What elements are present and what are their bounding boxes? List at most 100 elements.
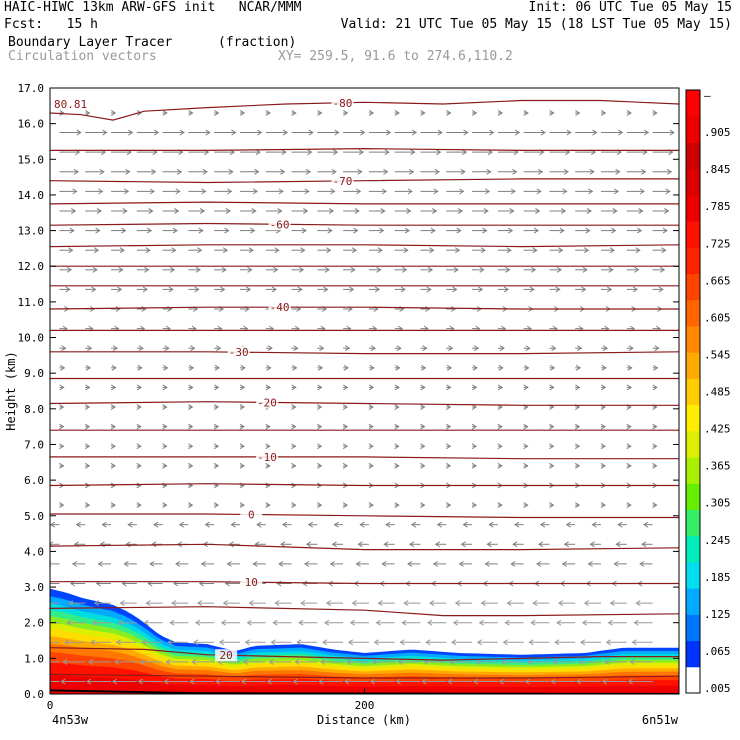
vector-head (239, 384, 246, 391)
vector-arrow (410, 521, 421, 528)
y-tick-label: 7.0 (24, 438, 44, 451)
vector-arrow (50, 602, 60, 604)
vector-head (602, 345, 609, 352)
vector-arrow (317, 227, 333, 234)
vector-arrow (357, 541, 369, 548)
vector-head (639, 188, 645, 195)
y-tick-label: 2.0 (24, 617, 44, 630)
vector-head (215, 678, 221, 685)
vector-head (328, 208, 335, 214)
vector-head (560, 208, 567, 214)
vector-arrow (162, 423, 168, 430)
vector-head (302, 580, 308, 587)
vector-head (420, 404, 426, 410)
vector-head (88, 658, 94, 665)
vector-arrow (136, 423, 142, 430)
vector-arrow (239, 502, 245, 508)
vector-head (497, 502, 503, 508)
vector-arrow (111, 384, 117, 391)
vector-arrow (472, 266, 485, 273)
colorbar-swatch (686, 509, 700, 537)
vector-head (319, 345, 325, 352)
colorbar-swatch (686, 90, 700, 117)
vector-head (239, 110, 246, 116)
vector-arrow (50, 560, 60, 567)
vector-head (368, 502, 374, 508)
vector-arrow (342, 462, 349, 469)
contour-label: -60 (270, 218, 290, 231)
vector-arrow (163, 678, 189, 685)
colorbar-label: .305 (704, 497, 731, 510)
vector-arrow (291, 345, 299, 352)
vector-head (652, 423, 658, 430)
vector-head (626, 443, 632, 450)
vector-head (559, 227, 565, 234)
vector-head (73, 168, 79, 175)
x-tick-label: 200 (355, 699, 375, 712)
vector-head (600, 384, 607, 391)
vector-head (472, 678, 479, 685)
vector-arrow (214, 208, 231, 214)
vector-arrow (626, 502, 632, 508)
vector-head (453, 266, 459, 273)
vector-arrow (368, 384, 375, 391)
max-value-label: 80.81 (54, 98, 87, 111)
vector-head (588, 188, 594, 195)
vector-head (448, 345, 454, 352)
vector-head (472, 384, 478, 391)
vector-head (149, 188, 155, 195)
vector-arrow (89, 639, 112, 646)
vector-head (549, 443, 555, 450)
y-tick-label: 6.0 (24, 474, 44, 487)
vector-head (333, 149, 339, 156)
vector-arrow (420, 443, 426, 450)
valid-time: Valid: 21 UTC Tue 05 May 15 (18 LST Tue … (340, 17, 732, 32)
vector-head (291, 482, 297, 489)
vector-arrow (93, 600, 112, 607)
vector-head (213, 502, 220, 508)
vector-arrow (478, 619, 498, 626)
vector-head (303, 560, 310, 567)
vector-arrow (420, 227, 436, 234)
contour-line (50, 647, 679, 661)
vector-arrow (480, 600, 498, 607)
vector-arrow (265, 129, 289, 136)
vector-arrow (305, 541, 318, 548)
vector-arrow (565, 521, 576, 528)
vector-head (343, 364, 349, 371)
colorbar-label: .365 (704, 460, 731, 473)
vector-head (420, 443, 426, 450)
vector-arrow (343, 188, 362, 195)
vector-arrow (291, 364, 298, 371)
contour-line (50, 606, 679, 617)
vector-arrow (497, 247, 512, 254)
vector-head (420, 502, 426, 508)
contour-label-bg (227, 346, 250, 359)
vector-head (300, 247, 306, 254)
vector-arrow (162, 227, 178, 234)
vector-head (188, 423, 194, 430)
vector-head (425, 639, 431, 646)
vector-head (510, 188, 516, 195)
colorbar-label: .665 (704, 274, 731, 287)
vector-head (563, 168, 569, 175)
vector-arrow (218, 639, 240, 646)
vector-arrow (111, 227, 127, 234)
vector-arrow (97, 560, 112, 567)
vector-head (550, 678, 556, 685)
vector-arrow (497, 384, 504, 391)
vector-arrow (213, 462, 220, 469)
vector-head (514, 521, 520, 528)
vector-arrow (59, 168, 79, 175)
vector-head (404, 227, 411, 234)
vector-head (523, 384, 529, 391)
contour-label-bg (240, 576, 263, 589)
vector-head (271, 286, 277, 293)
vector-arrow (343, 384, 349, 391)
vector-head (98, 188, 104, 195)
vector-arrow (59, 129, 82, 136)
vector-head (123, 188, 130, 195)
y-tick-label: 15.0 (18, 153, 45, 166)
vector-head (479, 266, 485, 273)
vector-arrow (601, 364, 607, 371)
